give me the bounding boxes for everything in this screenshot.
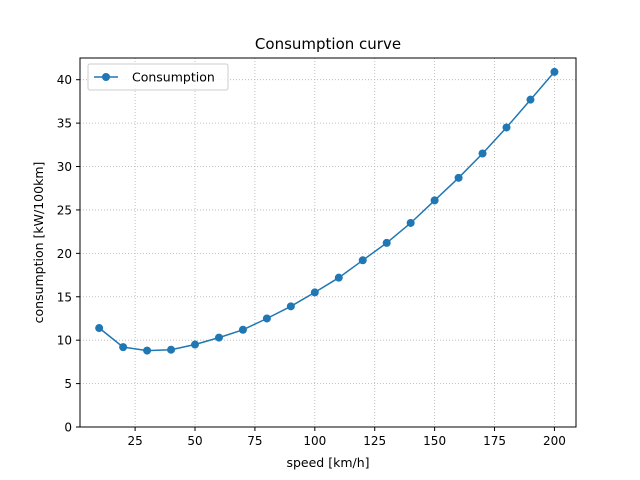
data-point-marker xyxy=(382,238,391,247)
data-point-marker xyxy=(238,325,247,334)
data-point-marker xyxy=(262,314,271,323)
data-point-marker xyxy=(478,149,487,158)
y-tick-label: 0 xyxy=(64,421,72,435)
y-tick-label: 40 xyxy=(57,73,72,87)
legend-entry-consumption: Consumption xyxy=(132,70,215,85)
data-point-marker xyxy=(95,324,104,333)
data-point-marker xyxy=(167,345,176,354)
data-point-marker xyxy=(214,333,223,342)
x-tick-label: 175 xyxy=(483,434,506,448)
y-tick-label: 25 xyxy=(57,203,72,217)
axis-ticks: 25 50 75 100 125 150 175 200 0 5 10 15 20 25 30 35 40 xyxy=(57,73,566,448)
legend: Consumption xyxy=(87,63,229,91)
data-point-marker xyxy=(358,256,367,265)
data-point-marker xyxy=(502,123,511,132)
series-layer xyxy=(95,67,559,355)
data-point-marker xyxy=(550,67,559,76)
data-point-marker xyxy=(430,196,439,205)
chart-title: Consumption curve xyxy=(255,35,401,53)
y-tick-label: 30 xyxy=(57,160,72,174)
data-point-marker xyxy=(119,343,128,352)
x-tick-label: 200 xyxy=(543,434,566,448)
data-point-marker xyxy=(334,273,343,282)
data-point-marker xyxy=(286,302,295,311)
plot-area-frame xyxy=(79,57,577,428)
x-tick-label: 50 xyxy=(187,434,202,448)
series-line-consumption xyxy=(98,71,555,352)
data-point-marker xyxy=(406,218,415,227)
x-tick-label: 125 xyxy=(363,434,386,448)
x-tick-label: 25 xyxy=(127,434,142,448)
x-axis-label: speed [km/h] xyxy=(286,455,369,470)
y-axis-label: consumption [kW/100km] xyxy=(31,162,46,324)
data-point-marker xyxy=(191,340,200,349)
y-tick-label: 15 xyxy=(57,290,72,304)
legend-marker xyxy=(102,73,110,81)
y-tick-label: 35 xyxy=(57,117,72,131)
y-tick-label: 5 xyxy=(64,377,72,391)
y-tick-label: 20 xyxy=(57,247,72,261)
y-tick-label: 10 xyxy=(57,334,72,348)
data-point-marker xyxy=(526,95,535,104)
x-tick-label: 100 xyxy=(303,434,326,448)
data-point-marker xyxy=(454,173,463,182)
x-tick-label: 75 xyxy=(247,434,262,448)
data-point-marker xyxy=(310,288,319,297)
x-tick-label: 150 xyxy=(423,434,446,448)
data-point-marker xyxy=(143,346,152,355)
legend-box xyxy=(87,63,229,91)
